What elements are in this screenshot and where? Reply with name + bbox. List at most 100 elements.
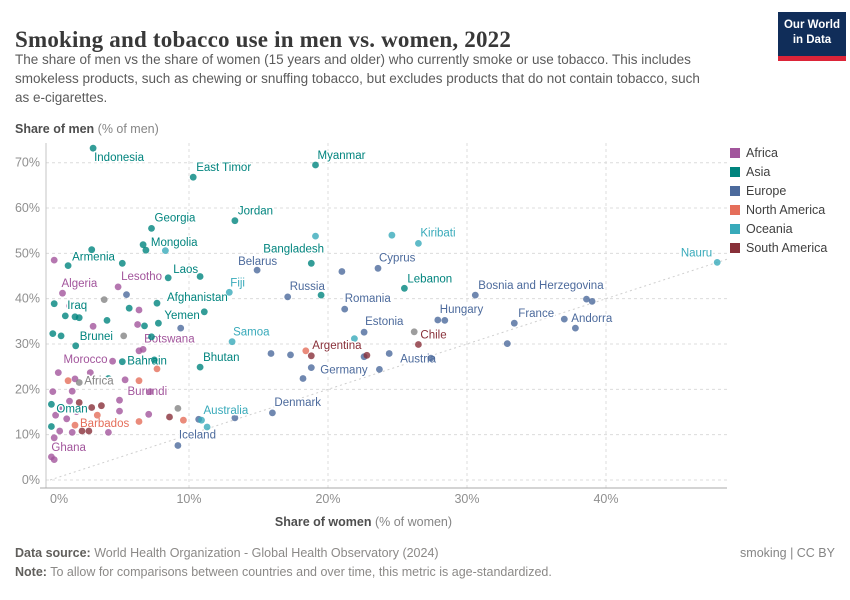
data-point-asia[interactable] [141, 322, 148, 330]
legend-item-south-america[interactable]: South America [730, 241, 827, 255]
data-point-south-america[interactable] [88, 404, 96, 411]
data-point-armenia[interactable] [64, 262, 72, 269]
data-point-north-america[interactable] [93, 411, 101, 419]
data-point-indonesia[interactable] [89, 144, 97, 152]
data-point-denmark[interactable] [269, 409, 276, 417]
data-point-south-america[interactable] [363, 351, 371, 359]
legend-item-oceania[interactable]: Oceania [730, 222, 827, 236]
data-point-bosnia-and-herzegovina[interactable] [471, 291, 479, 299]
data-point-asia[interactable] [88, 246, 96, 254]
data-point-africa[interactable] [49, 388, 57, 395]
owid-logo[interactable]: Our World in Data [778, 12, 846, 61]
data-point-africa[interactable] [75, 379, 83, 386]
data-point-cyprus[interactable] [374, 264, 382, 272]
data-point-europe[interactable] [287, 351, 294, 359]
data-point-andorra[interactable] [560, 315, 568, 323]
data-point-europe[interactable] [231, 414, 239, 422]
data-point-asia[interactable] [49, 330, 57, 337]
data-point-asia[interactable] [148, 333, 155, 341]
license-link[interactable]: smoking | CC BY [740, 546, 835, 560]
data-point-south-america[interactable] [85, 427, 93, 435]
data-point-algeria[interactable] [59, 289, 66, 297]
data-point-argentina[interactable] [307, 352, 315, 360]
data-point-africa[interactable] [146, 388, 154, 395]
legend-item-africa[interactable]: Africa [730, 146, 827, 160]
data-point-africa[interactable] [135, 306, 143, 314]
data-point-europe[interactable] [338, 268, 346, 275]
data-point-russia[interactable] [284, 293, 292, 301]
data-point-north-america[interactable] [302, 347, 310, 355]
data-point-africa[interactable] [66, 397, 73, 405]
data-point-europe[interactable] [267, 350, 275, 357]
data-point-africa[interactable] [68, 429, 76, 436]
data-point-belarus[interactable] [253, 266, 261, 274]
data-point-chile[interactable] [415, 341, 422, 348]
data-point-jordan[interactable] [231, 217, 239, 225]
data-point-africa[interactable] [105, 429, 112, 436]
data-point-bhutan[interactable] [196, 363, 204, 371]
legend-item-north-america[interactable]: North America [730, 203, 827, 217]
data-point-north-america[interactable] [135, 418, 143, 425]
data-point-africa[interactable] [63, 415, 71, 423]
data-point-oceania[interactable] [312, 232, 319, 240]
data-point-africa[interactable] [54, 369, 62, 376]
data-point-myanmar[interactable] [312, 161, 319, 169]
data-point-north-america[interactable] [153, 365, 161, 373]
data-point-asia[interactable] [48, 423, 55, 430]
data-point-asia[interactable] [103, 317, 111, 324]
data-point-south-america[interactable] [75, 399, 83, 406]
data-point-europe[interactable] [503, 340, 511, 347]
data-point-africa[interactable] [68, 387, 76, 395]
data-point-kiribati[interactable] [415, 240, 422, 247]
data-point-europe[interactable] [588, 298, 596, 305]
data-point-south-america[interactable] [166, 413, 173, 421]
data-point-africa[interactable] [145, 410, 153, 418]
data-point-romania[interactable] [341, 305, 349, 313]
data-point-africa[interactable] [56, 405, 64, 413]
data-point-oceania[interactable] [162, 247, 169, 255]
data-point-estonia[interactable] [360, 328, 368, 336]
data-point-mongolia[interactable] [142, 246, 150, 254]
data-point-georgia[interactable] [148, 225, 155, 232]
data-point-iraq[interactable] [61, 312, 69, 320]
data-point-australia[interactable] [198, 416, 205, 424]
data-point-africa[interactable] [89, 322, 97, 330]
data-point-africa[interactable] [52, 411, 59, 419]
data-point-samoa[interactable] [228, 338, 236, 346]
data-point-africa[interactable] [80, 405, 87, 413]
data-point-barbados[interactable] [71, 421, 79, 429]
data-point-burundi[interactable] [116, 396, 123, 404]
data-point-oceania[interactable] [351, 335, 358, 342]
data-point-brunei[interactable] [72, 342, 80, 350]
data-point-fiji[interactable] [225, 288, 233, 296]
data-point-asia[interactable] [150, 356, 158, 364]
data-point-south-america[interactable] [78, 427, 86, 435]
data-point-asia[interactable] [139, 241, 147, 249]
data-point-france[interactable] [510, 319, 518, 327]
data-point-africa[interactable] [50, 256, 58, 264]
data-point-south-america[interactable] [98, 402, 105, 410]
data-point-africa[interactable] [86, 369, 94, 376]
data-point-europe[interactable] [427, 354, 435, 362]
data-point-east-timor[interactable] [189, 173, 197, 181]
data-point-iceland[interactable] [174, 442, 182, 449]
data-point-africa[interactable] [134, 321, 142, 328]
data-point-aggregates[interactable] [174, 405, 182, 412]
data-point-laos[interactable] [164, 274, 172, 282]
data-point-oman[interactable] [48, 400, 55, 408]
data-point-north-america[interactable] [135, 377, 143, 385]
data-point-north-america[interactable] [180, 416, 187, 424]
data-point-europe[interactable] [572, 324, 579, 332]
data-point-yemen[interactable] [155, 319, 162, 327]
data-point-aggregates[interactable] [410, 328, 418, 336]
data-point-aggregates[interactable] [100, 296, 108, 303]
data-point-germany[interactable] [307, 364, 315, 371]
data-point-europe[interactable] [177, 324, 185, 332]
data-point-morocco[interactable] [109, 357, 116, 365]
data-point-africa[interactable] [56, 427, 64, 435]
data-point-africa[interactable] [135, 347, 143, 355]
data-point-africa[interactable] [73, 408, 80, 415]
data-point-bangladesh[interactable] [307, 259, 315, 267]
data-point-europe[interactable] [376, 366, 383, 373]
data-point-asia[interactable] [196, 273, 204, 280]
